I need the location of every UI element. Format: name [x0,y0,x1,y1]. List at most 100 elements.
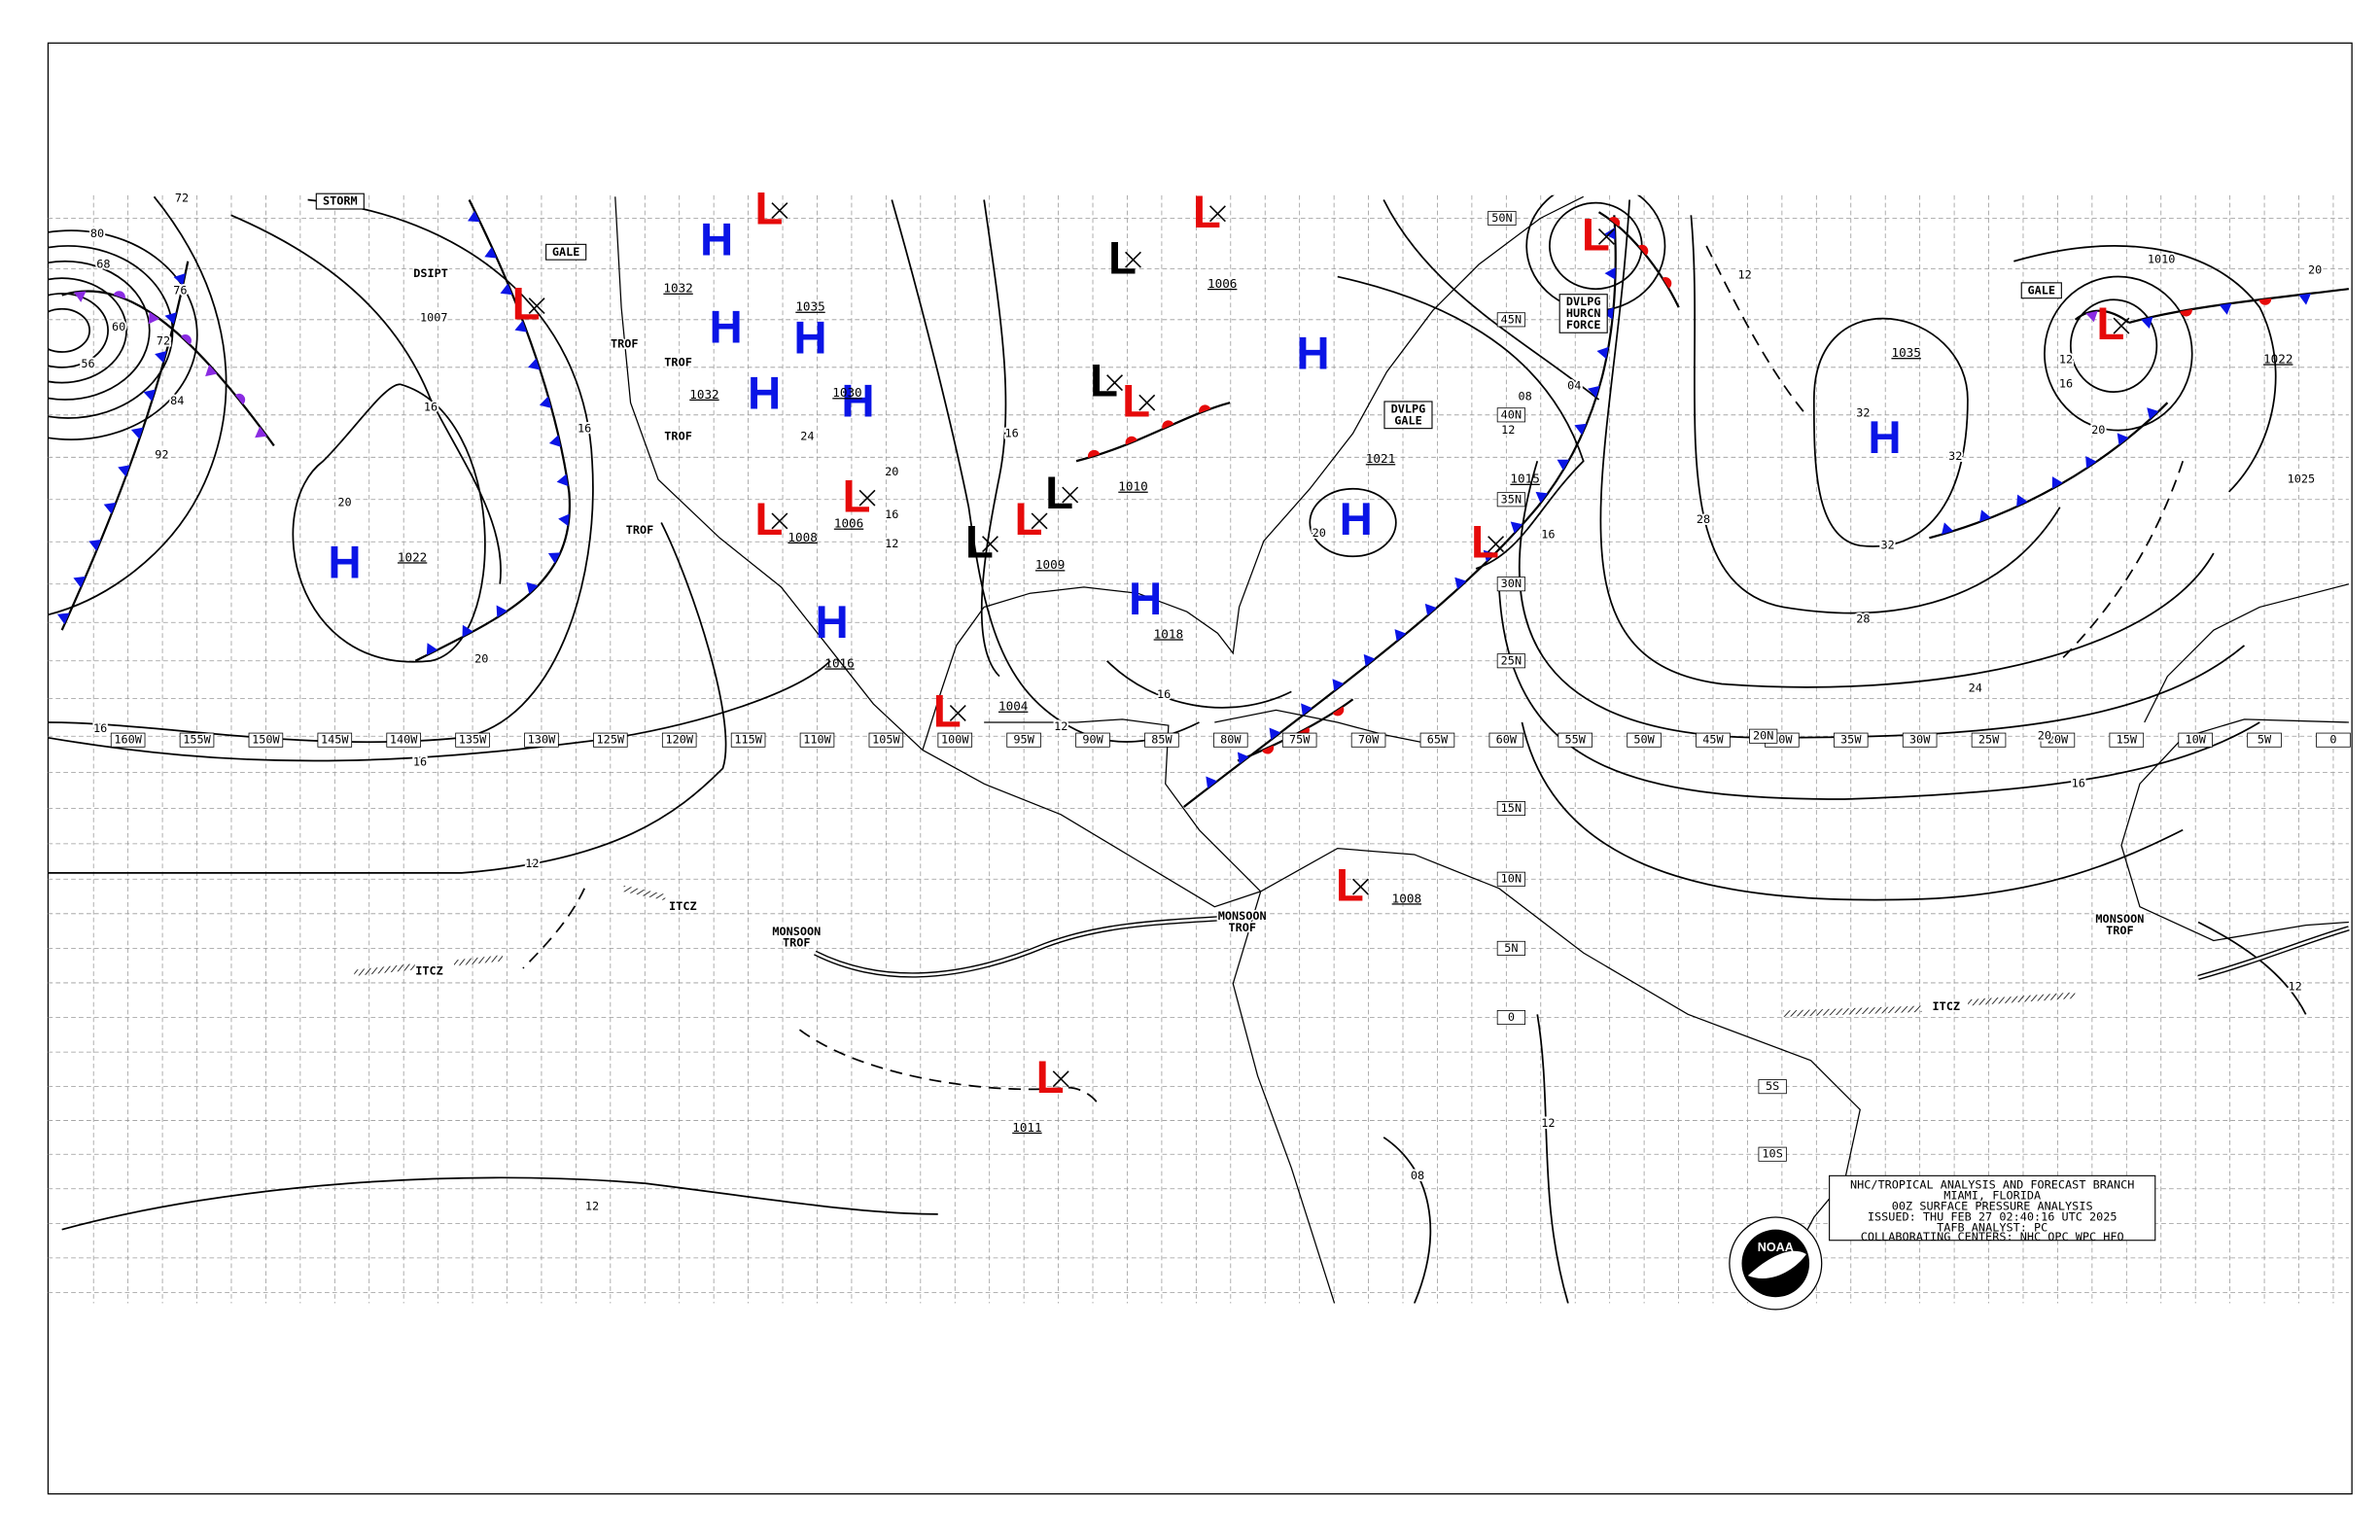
isobar-label: 1010 [2148,253,2176,266]
lon-label: 150W [252,733,280,747]
lon-label-box [937,732,973,748]
feature-label: GALE [552,245,580,259]
front-barb [1662,277,1672,289]
isobar-label: 16 [1541,528,1555,542]
lat-label: 5S [1766,1079,1779,1093]
lon-label: 90W [1082,733,1103,747]
lat-label-box [1496,407,1526,423]
lon-label-box [1281,732,1317,748]
feature-label: MONSOON [772,925,821,938]
feature-label: ITCZ [669,899,697,913]
isobar [2059,460,2185,662]
pressure-center: H [700,214,733,265]
feature-label: GALE [1394,413,1422,427]
coastlines [614,195,2349,1304]
cold-front [414,199,572,662]
feature-label: STORM [323,194,358,208]
center-mark [1138,394,1156,411]
front-barb [2298,293,2311,305]
feature-box [2020,282,2062,299]
feature-label: FORCE [1566,318,1601,332]
isobar [48,307,90,353]
logo-text: NOAA [1758,1241,1794,1254]
front-barb [181,334,192,345]
front-barb [1262,745,1275,754]
itcz-band [622,885,667,901]
lon-label: 100W [941,733,969,747]
lon-label: 5W [2258,733,2272,747]
lon-label: 65W [1427,733,1449,747]
front-barb [1424,603,1437,616]
isobar-label: 12 [1541,1116,1555,1130]
lon-label-box [110,732,146,748]
isobar [2044,275,2193,432]
isobar-label: 12 [2059,352,2073,366]
front-barb [1609,216,1621,228]
lon-label-box [1213,732,1248,748]
itcz-band [1783,1005,1922,1017]
isobar [980,199,1007,678]
feature-label: TROF [664,356,692,369]
isobar [1337,275,1585,570]
pressure-value: 1008 [1392,891,1421,905]
lon-label-box [2316,732,2351,748]
front-barb [526,581,539,594]
lon-label-box [455,732,490,748]
coast-north-america [614,196,1261,908]
monsoon-trough-inner [814,914,1261,977]
front-barb [88,540,102,551]
lon-label-box [2247,732,2282,748]
isobar-label: 20 [2308,263,2322,277]
pressure-value: 1015 [1510,472,1539,486]
isobar-label: 20 [337,495,351,508]
isobar-label: 80 [90,227,104,240]
front-barb [1942,522,1954,535]
lat-label: 30N [1501,577,1522,590]
lon-label: 80W [1220,733,1242,747]
front-barb [1574,423,1588,436]
isobar-label: 16 [1157,687,1171,701]
isobar [1497,583,2260,800]
front-barb [118,465,130,477]
isobar [2069,298,2158,393]
isobar [1812,317,1969,547]
lon-label: 120W [665,733,693,747]
feature-label: ITCZ [415,964,443,978]
lon-label-box [179,732,215,748]
lon-label: 60W [1496,733,1518,747]
front-barb [1454,577,1467,590]
lat-label-box [1496,871,1526,887]
front-barb [539,396,552,408]
lon-label-box [730,732,766,748]
lat-label: 5N [1504,941,1518,955]
front-barb [548,435,562,447]
front-barb [2085,456,2097,469]
lon-label: 115W [734,733,762,747]
front-barb [496,605,508,618]
feature-label: TROF [1228,921,1256,934]
front-barb [164,312,177,325]
lat-label-box [1496,940,1526,956]
front-barb [2180,309,2192,317]
front-barb [1332,706,1345,717]
isobar-label: 1025 [2288,472,2316,486]
pressure-value: 1035 [1891,345,1920,360]
front-barb [1199,404,1211,413]
isobars [48,194,2307,1304]
front-barb [148,311,160,325]
front-barb [103,502,117,514]
lon-label-box [1419,732,1455,748]
feature-box [1558,294,1608,333]
lon-label-box [1350,732,1386,748]
front-barb [1557,459,1570,471]
front-barb [1637,244,1649,256]
lat-label: 10N [1501,872,1522,886]
feature-label: MONSOON [1218,909,1267,923]
lon-label: 155W [183,733,211,747]
pressure-value: 1004 [998,699,1028,714]
isobar-label: 16 [93,721,107,735]
pressure-value: 1008 [788,530,817,544]
isobar-label: 76 [173,283,187,297]
lon-label-box [868,732,904,748]
